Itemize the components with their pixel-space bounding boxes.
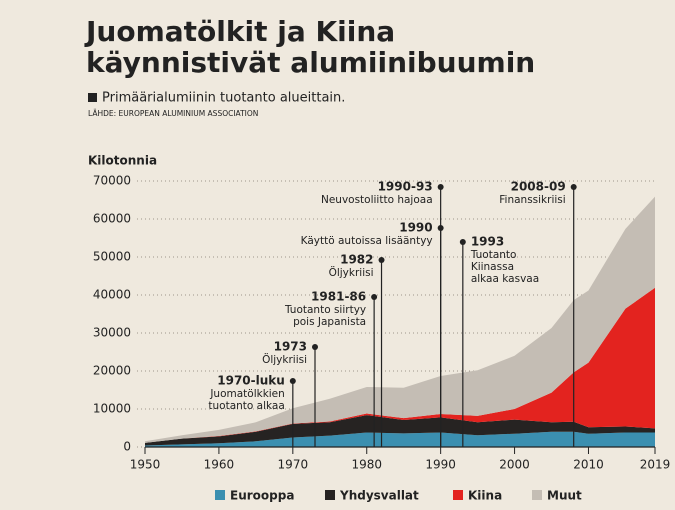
x-tick-label: 1980 (351, 458, 382, 472)
annotation-text: Juomatölkkien (209, 388, 285, 400)
x-tick-label: 2019 (640, 458, 671, 472)
annotation-text: Käyttö autoissa lisääntyy (301, 235, 433, 247)
annotation-dot (371, 294, 377, 300)
source: LÄHDE: EUROPEAN ALUMINIUM ASSOCIATION (88, 109, 258, 118)
y-tick-label: 10000 (93, 402, 131, 416)
subtitle-square (88, 93, 97, 102)
legend-label: Eurooppa (230, 489, 294, 503)
annotation-label: 1982 (340, 253, 373, 267)
annotation-dot (460, 239, 466, 245)
annotation-dot (438, 184, 444, 190)
legend-swatch (532, 490, 542, 500)
legend-label: Kiina (468, 489, 502, 503)
legend-swatch (325, 490, 335, 500)
x-tick-label: 2010 (573, 458, 604, 472)
legend-label: Muut (547, 489, 582, 503)
annotation-text: Tuotanto siirtyy (284, 304, 366, 316)
legend-swatch (453, 490, 463, 500)
y-tick-label: 0 (123, 440, 131, 454)
annotation-dot (290, 378, 296, 384)
legend-label: Yhdysvallat (339, 489, 419, 503)
chart: Juomatölkit ja Kiina käynnistivät alumii… (0, 0, 675, 510)
annotation-label: 2008-09 (511, 180, 566, 194)
y-axis-label: Kilotonnia (88, 154, 157, 168)
x-tick-label: 1990 (425, 458, 456, 472)
x-tick-label: 1970 (278, 458, 309, 472)
chart-title: käynnistivät alumiinibuumin (86, 46, 535, 79)
x-tick-label: 1960 (204, 458, 235, 472)
annotation-label: 1990 (399, 221, 432, 235)
y-tick-label: 50000 (93, 250, 131, 264)
annotation-text: Finanssikriisi (499, 194, 565, 206)
annotation-text: Tuotanto (470, 249, 517, 261)
annotation-text: tuotanto alkaa (208, 400, 284, 412)
x-tick-label: 2000 (499, 458, 530, 472)
annotation-text: Öljykriisi (262, 353, 307, 366)
annotation-text: Kiinassa (471, 261, 514, 273)
legend-swatch (215, 490, 225, 500)
x-tick-label: 1950 (130, 458, 161, 472)
y-tick-label: 20000 (93, 364, 131, 378)
annotation-text: Öljykriisi (329, 266, 374, 279)
annotation-text: Neuvostoliitto hajoaa (321, 194, 433, 206)
annotation-label: 1990-93 (378, 180, 433, 194)
annotation-dot (379, 257, 385, 263)
y-tick-label: 40000 (93, 288, 131, 302)
annotation-label: 1981-86 (311, 290, 366, 304)
y-tick-label: 60000 (93, 212, 131, 226)
y-tick-label: 30000 (93, 326, 131, 340)
subtitle: Primäärialumiinin tuotanto alueittain. (102, 91, 345, 106)
annotation-text: pois Japanista (293, 316, 366, 328)
y-tick-label: 70000 (93, 174, 131, 188)
annotation-label: 1993 (471, 235, 504, 249)
annotation-dot (571, 184, 577, 190)
annotation-text: alkaa kasvaa (471, 273, 539, 285)
annotation-label: 1973 (274, 340, 307, 354)
annotation-label: 1970-luku (217, 374, 285, 388)
chart-title: Juomatölkit ja Kiina (84, 15, 395, 48)
annotation-dot (312, 344, 318, 350)
